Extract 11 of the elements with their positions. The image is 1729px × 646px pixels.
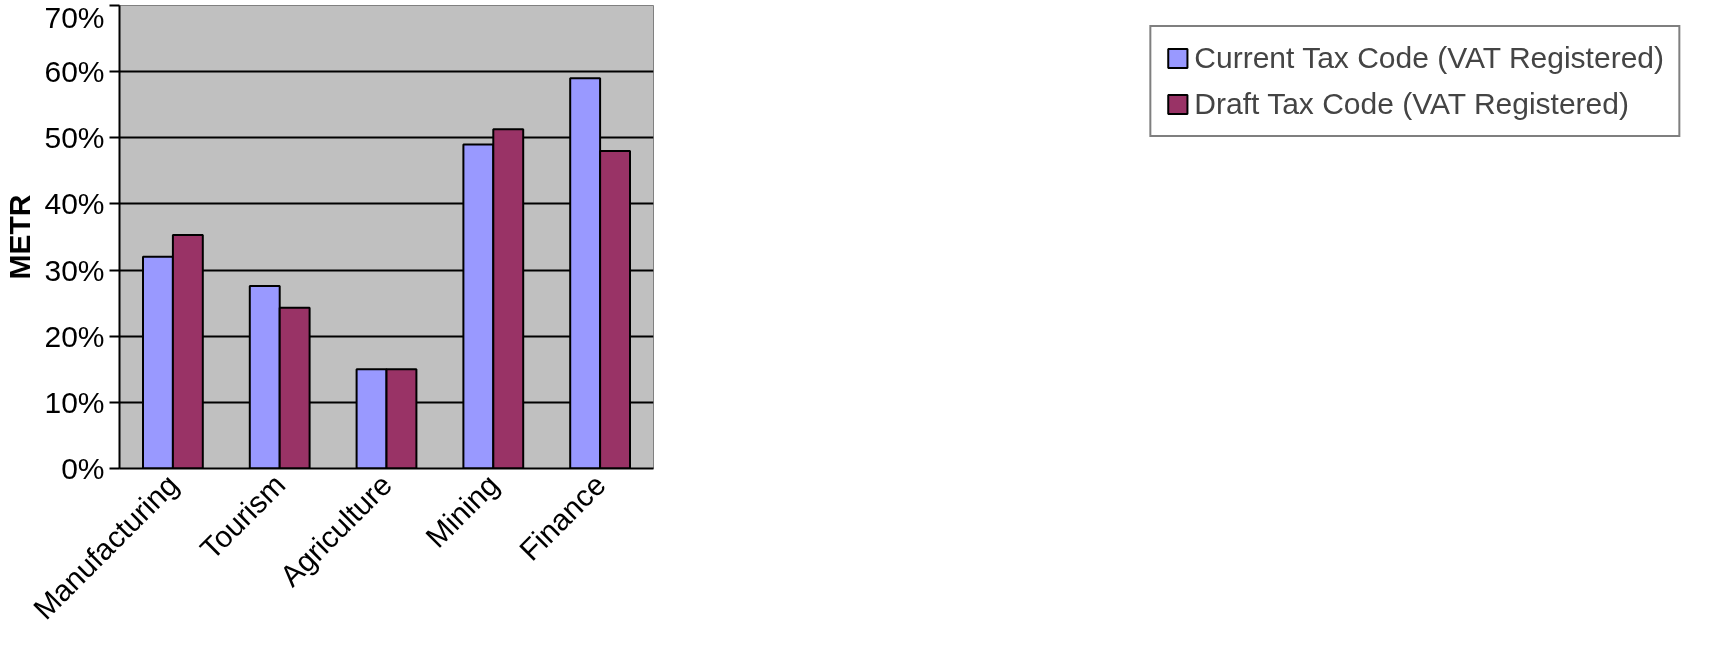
y-tick-label: 70%: [44, 0, 105, 34]
legend-label: Draft Tax Code (VAT Registered): [1194, 87, 1629, 121]
y-tick-label: 40%: [44, 187, 105, 221]
y-axis-title: METR: [3, 194, 37, 280]
y-tick-label: 60%: [44, 55, 105, 89]
y-tick-label: 0%: [61, 452, 105, 485]
y-tick-label: 10%: [44, 385, 105, 419]
y-tick-label: 50%: [44, 121, 105, 155]
y-tick-label: 20%: [44, 319, 105, 353]
legend-label: Current Tax Code (VAT Registered): [1194, 41, 1664, 75]
y-tick-label: 30%: [44, 253, 105, 287]
